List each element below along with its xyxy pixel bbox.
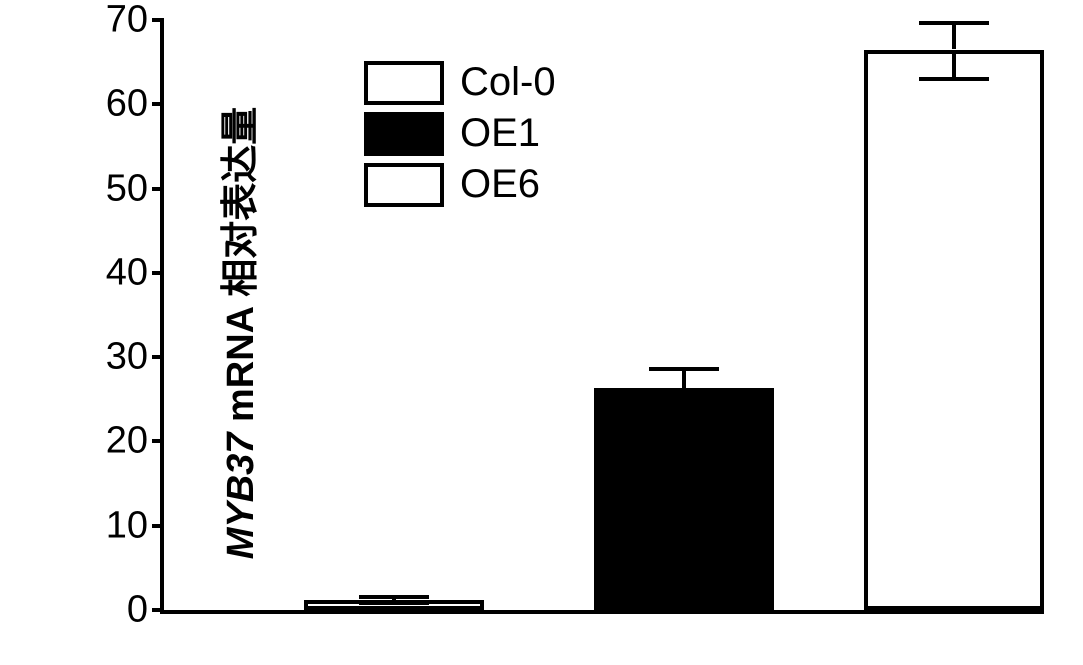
y-tick-label: 20 xyxy=(106,420,148,463)
error-bar xyxy=(952,23,956,50)
error-cap xyxy=(359,595,429,599)
y-tick xyxy=(152,18,164,22)
y-tick-label: 0 xyxy=(127,589,148,632)
bar-OE6 xyxy=(864,50,1044,611)
legend-item: Col-0 xyxy=(364,60,556,105)
legend-label: Col-0 xyxy=(460,60,556,105)
legend-swatch xyxy=(364,112,444,156)
legend-item: OE1 xyxy=(364,111,556,156)
y-tick-label: 40 xyxy=(106,251,148,294)
legend-item: OE6 xyxy=(364,162,556,207)
y-tick xyxy=(152,524,164,528)
y-tick xyxy=(152,608,164,612)
error-bar xyxy=(952,50,956,80)
chart-container: MYB37 mRNA 相对表达量 Col-0OE1OE6 01020304050… xyxy=(0,0,1083,665)
y-tick xyxy=(152,187,164,191)
bar-OE1 xyxy=(594,388,774,610)
y-tick-label: 70 xyxy=(106,0,148,42)
legend-label: OE1 xyxy=(460,111,540,156)
error-cap xyxy=(649,367,719,371)
error-cap xyxy=(359,601,429,605)
error-cap xyxy=(919,21,989,25)
plot-area: Col-0OE1OE6 010203040506070 xyxy=(160,20,1044,614)
y-tick xyxy=(152,439,164,443)
y-tick xyxy=(152,102,164,106)
y-tick-label: 10 xyxy=(106,504,148,547)
legend: Col-0 OE1 OE6 xyxy=(364,60,556,213)
y-tick-label: 30 xyxy=(106,336,148,379)
error-bar xyxy=(682,369,686,388)
legend-swatch xyxy=(364,61,444,105)
error-cap xyxy=(919,77,989,81)
y-tick-label: 50 xyxy=(106,167,148,210)
legend-label: OE6 xyxy=(460,162,540,207)
y-tick-label: 60 xyxy=(106,83,148,126)
legend-swatch xyxy=(364,163,444,207)
error-cap xyxy=(649,391,719,395)
y-tick xyxy=(152,355,164,359)
y-tick xyxy=(152,271,164,275)
